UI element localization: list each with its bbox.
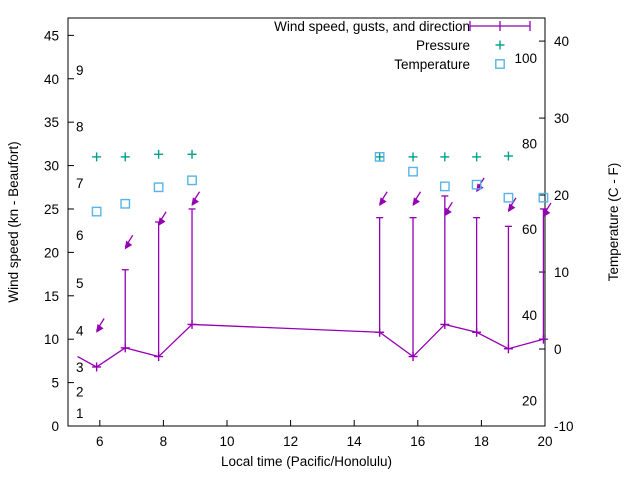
temperature-point-6 (439, 181, 450, 192)
y2-axis-label: Temperature (C - F) (606, 163, 621, 282)
pressure-point-5 (408, 152, 418, 162)
legend-label-0: Wind speed, gusts, and direction (274, 19, 470, 34)
legend-sample-temperature (495, 59, 505, 69)
y-tick-label-4: 20 (44, 245, 59, 260)
data-group (77, 149, 552, 372)
wind-speed-line (77, 323, 544, 368)
beaufort-label-9: 9 (76, 63, 84, 78)
beaufort-label-4: 4 (76, 324, 84, 339)
fahrenheit-label-100: 100 (514, 51, 537, 66)
wind-point-5 (375, 327, 385, 337)
legend-sample-pressure (495, 40, 505, 50)
temperature-point-4 (374, 151, 385, 162)
x-tick-label-6: 18 (474, 434, 489, 449)
wind-direction-arrow-3 (191, 191, 201, 207)
temperature-point-3 (187, 175, 197, 186)
wind-point-2 (120, 343, 130, 353)
pressure-point-7 (472, 152, 482, 162)
wind-point-6 (408, 352, 418, 362)
y-tick-label-1: 5 (51, 376, 59, 391)
x-tick-label-1: 8 (160, 434, 168, 449)
fahrenheit-label-60: 60 (522, 222, 537, 237)
series-wind-speed (77, 177, 552, 372)
x-tick-label-2: 10 (219, 434, 234, 449)
y-tick-label-9: 45 (44, 28, 59, 43)
temperature-point-5 (408, 166, 418, 177)
x-tick-label-4: 14 (347, 434, 363, 449)
x-tick-label-7: 20 (537, 434, 552, 449)
wind-point-10 (538, 334, 548, 344)
wind-direction-arrow-9 (542, 202, 552, 218)
y-tick-label-6: 30 (44, 159, 59, 174)
legend-group: Wind speed, gusts, and direction Pressure… (274, 19, 531, 72)
wind-point-7 (440, 319, 450, 329)
axis-label-group: Local time (Pacific/Honolulu) Wind speed … (6, 141, 621, 469)
pressure-point-6 (440, 152, 450, 162)
beaufort-label-5: 5 (76, 276, 84, 291)
wind-point-9 (503, 344, 513, 354)
plot-frame-group (67, 17, 546, 427)
beaufort-label-7: 7 (76, 176, 84, 191)
beaufort-label-6: 6 (76, 228, 84, 243)
temperature-point-0 (91, 206, 102, 217)
y2-tick-label-0: -10 (554, 419, 574, 434)
wind-point-4 (187, 319, 197, 329)
y2-tick-label-5: 40 (554, 34, 569, 49)
temperature-point-9 (538, 192, 549, 203)
fahrenheit-label-20: 20 (522, 394, 537, 409)
fahrenheit-label-80: 80 (522, 136, 537, 151)
wind-direction-arrow-1 (124, 234, 134, 250)
y-tick-label-8: 40 (44, 72, 59, 87)
beaufort-label-2: 2 (76, 384, 84, 399)
x-tick-label-3: 12 (283, 434, 298, 449)
beaufort-label-8: 8 (76, 120, 84, 135)
temperature-point-2 (153, 182, 164, 193)
pressure-point-8 (503, 151, 513, 161)
y-tick-label-7: 35 (44, 115, 59, 130)
pressure-point-4 (375, 152, 385, 162)
x-axis-label: Local time (Pacific/Honolulu) (221, 454, 392, 469)
inner-scale-label-group: 1 2 3 4 5 6 7 8 9 20 40 60 80 100 (76, 51, 537, 421)
wind-direction-arrow-0 (96, 318, 105, 333)
wind-point-8 (472, 327, 482, 337)
wind-point-3 (154, 352, 164, 362)
beaufort-label-1: 1 (76, 406, 84, 421)
y-axis-label: Wind speed (kn - Beaufort) (6, 141, 21, 302)
y-tick-label-3: 15 (44, 289, 59, 304)
legend-label-1: Pressure (416, 38, 470, 53)
x-tick-label-0: 6 (96, 434, 104, 449)
temperature-point-7 (471, 179, 482, 190)
pressure-point-1 (120, 152, 130, 162)
pressure-point-3 (187, 149, 197, 159)
temperature-point-1 (120, 198, 131, 209)
y2-tick-label-2: 10 (554, 265, 569, 280)
temperature-point-8 (503, 192, 514, 203)
wind-direction-arrow-2 (158, 211, 167, 227)
fahrenheit-label-40: 40 (522, 308, 537, 323)
x-tick-label-5: 16 (410, 434, 425, 449)
wind-direction-arrow-5 (412, 191, 422, 207)
tick-group (68, 34, 546, 427)
plot-border (67, 17, 546, 427)
y2-tick-label-1: 0 (554, 342, 562, 357)
pressure-point-0 (92, 152, 102, 162)
beaufort-label-3: 3 (76, 360, 84, 375)
y2-tick-label-3: 20 (554, 188, 569, 203)
wind-direction-arrow-8 (507, 197, 517, 213)
wind-direction-arrow-6 (444, 201, 453, 217)
y-tick-label-2: 10 (44, 332, 59, 347)
y-tick-label-5: 25 (44, 202, 59, 217)
pressure-point-2 (154, 149, 164, 159)
y2-tick-label-4: 30 (554, 111, 569, 126)
wind-point-1 (92, 362, 102, 372)
wind-direction-arrow-4 (379, 191, 388, 207)
legend-label-2: Temperature (394, 57, 470, 72)
series-temperature (91, 151, 549, 217)
legend-sample-wind (469, 21, 531, 31)
y-tick-label-0: 0 (51, 419, 59, 434)
series-pressure (92, 149, 513, 162)
